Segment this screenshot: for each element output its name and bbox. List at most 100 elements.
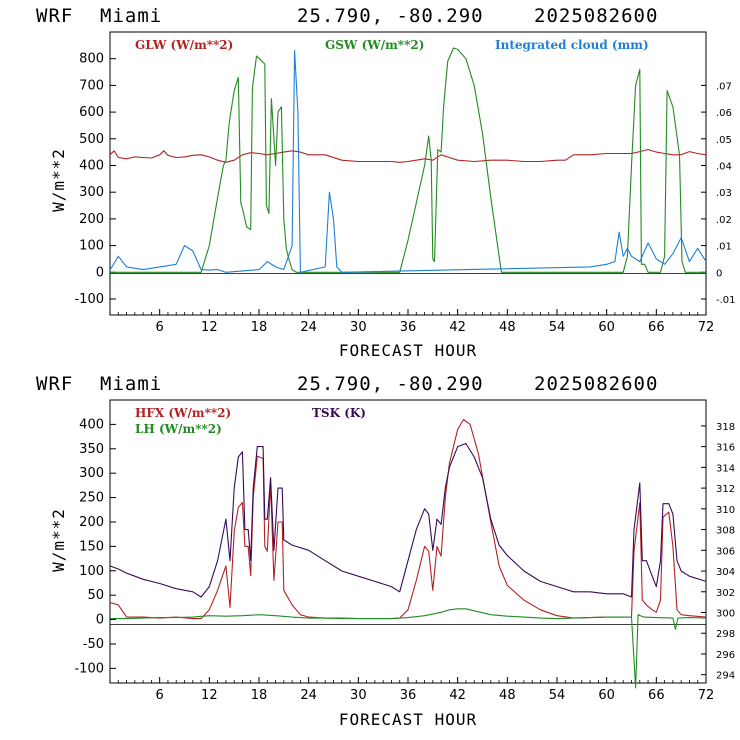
radiation-panel: -100 0 100 200 300 400 500 600 700 800 -.01 0 .01 .0… bbox=[49, 31, 736, 360]
x-tick-label: 72 bbox=[698, 320, 715, 335]
y-tick-label: 200 bbox=[79, 515, 104, 530]
x-tick-label: 36 bbox=[400, 688, 417, 703]
x-tick-label: 54 bbox=[549, 320, 566, 335]
x-tick-label: 30 bbox=[350, 320, 367, 335]
y-tick-label: 400 bbox=[79, 417, 104, 432]
y2-tick-label: 298 bbox=[716, 629, 735, 640]
y2-tick-label: -.01 bbox=[716, 295, 736, 306]
y-tick-label: 350 bbox=[79, 442, 104, 457]
legend-cloud: Integrated cloud (mm) bbox=[495, 38, 649, 52]
y-tick-label: -100 bbox=[74, 661, 104, 676]
y-tick-label: 100 bbox=[79, 564, 104, 579]
model-label: WRF bbox=[36, 5, 73, 27]
legend-hfx: HFX (W/m**2) bbox=[135, 406, 231, 420]
y2-tick-label: .03 bbox=[716, 188, 732, 199]
series-line-integrated bbox=[109, 50, 707, 273]
y-tick-label: 300 bbox=[79, 185, 104, 200]
flux-panel: -100 -50 0 50 100 150 200 250 300 350 400 294 296 29… bbox=[49, 399, 735, 729]
y2-tick-label: 310 bbox=[716, 505, 735, 516]
series-line-tsk bbox=[109, 442, 707, 598]
run-label: 2025082600 bbox=[534, 373, 658, 395]
y-tick-label: 0 bbox=[96, 265, 104, 280]
plot-frame bbox=[109, 399, 707, 684]
y-tick-label: 700 bbox=[79, 78, 104, 93]
y-tick-label: 400 bbox=[79, 158, 104, 173]
x-tick-label: 12 bbox=[201, 688, 218, 703]
series-lines bbox=[109, 418, 707, 689]
x-tick-label: 48 bbox=[499, 320, 516, 335]
y2-tick-label: 316 bbox=[716, 443, 735, 454]
x-tick-label: 18 bbox=[251, 320, 268, 335]
y-tick-label: 50 bbox=[87, 588, 104, 603]
model-label: WRF bbox=[36, 373, 73, 395]
x-tick-label: 72 bbox=[698, 688, 715, 703]
panel1-header: WRF Miami 25.790, -80.290 2025082600 bbox=[36, 5, 658, 27]
left-axis: -100 -50 0 50 100 150 200 250 300 350 400 bbox=[74, 417, 116, 676]
y-tick-label: -100 bbox=[74, 292, 104, 307]
legend-glw: GLW (W/m**2) bbox=[135, 38, 233, 52]
panel2-header: WRF Miami 25.790, -80.290 2025082600 bbox=[36, 373, 658, 395]
station-label: Miami bbox=[100, 5, 162, 27]
x-tick-label: 18 bbox=[251, 688, 268, 703]
y2-tick-label: .07 bbox=[716, 81, 732, 92]
y2-tick-label: 302 bbox=[716, 588, 735, 599]
legend-lh: LH (W/m**2) bbox=[135, 422, 222, 436]
x-tick-label: 42 bbox=[449, 688, 466, 703]
y-tick-label: 800 bbox=[79, 52, 104, 67]
y-tick-label: 0 bbox=[96, 613, 104, 628]
y-tick-label: 150 bbox=[79, 539, 104, 554]
legend-tsk: TSK (K) bbox=[312, 406, 366, 420]
series-line-gsw bbox=[110, 47, 706, 273]
y-tick-label: 300 bbox=[79, 466, 104, 481]
series-line-lh bbox=[110, 608, 707, 689]
y2-tick-label: .01 bbox=[716, 242, 732, 253]
y-tick-label: 500 bbox=[79, 132, 104, 147]
y-axis-label: W/m**2 bbox=[49, 148, 68, 212]
y2-tick-label: 314 bbox=[716, 463, 735, 474]
x-axis-label: FORECAST HOUR bbox=[339, 710, 477, 729]
coords-label: 25.790, -80.290 bbox=[297, 373, 484, 395]
y-tick-label: -50 bbox=[83, 637, 104, 652]
coords-label: 25.790, -80.290 bbox=[297, 5, 484, 27]
x-tick-label: 66 bbox=[648, 320, 665, 335]
legend-gsw: GSW (W/m**2) bbox=[325, 38, 424, 52]
x-tick-label: 36 bbox=[400, 320, 417, 335]
y2-tick-label: 0 bbox=[716, 268, 722, 279]
x-tick-label: 48 bbox=[499, 688, 516, 703]
series-lines bbox=[109, 47, 707, 273]
run-label: 2025082600 bbox=[534, 5, 658, 27]
left-axis: -100 0 100 200 300 400 500 600 700 800 bbox=[74, 52, 116, 307]
y2-tick-label: 318 bbox=[716, 422, 735, 433]
x-tick-label: 6 bbox=[156, 688, 164, 703]
x-tick-label: 54 bbox=[549, 688, 566, 703]
x-tick-label: 6 bbox=[156, 320, 164, 335]
right-axis: -.01 0 .01 .02 .03 .04 .05 .06 .07 bbox=[701, 81, 736, 306]
x-axis: 6 12 18 24 30 36 42 48 54 60 66 72 bbox=[117, 309, 715, 335]
y2-tick-label: 308 bbox=[716, 526, 735, 537]
y-tick-label: 100 bbox=[79, 239, 104, 254]
x-axis: 6 12 18 24 30 36 42 48 54 60 66 72 bbox=[117, 677, 715, 703]
y-tick-label: 600 bbox=[79, 105, 104, 120]
y-tick-label: 200 bbox=[79, 212, 104, 227]
x-tick-label: 42 bbox=[449, 320, 466, 335]
y2-tick-label: .05 bbox=[716, 135, 732, 146]
y2-tick-label: .02 bbox=[716, 215, 732, 226]
x-tick-label: 12 bbox=[201, 320, 218, 335]
y2-tick-label: 306 bbox=[716, 546, 735, 557]
y2-tick-label: 312 bbox=[716, 484, 735, 495]
y2-tick-label: 294 bbox=[716, 671, 735, 682]
y-axis-label: W/m**2 bbox=[49, 508, 68, 572]
y2-tick-label: 300 bbox=[716, 609, 735, 620]
x-tick-label: 60 bbox=[598, 320, 615, 335]
series-line-glw bbox=[109, 148, 707, 163]
x-tick-label: 24 bbox=[300, 320, 317, 335]
y2-tick-label: 296 bbox=[716, 650, 735, 661]
series-line-hfx bbox=[109, 418, 707, 620]
y2-tick-label: 304 bbox=[716, 567, 735, 578]
x-tick-label: 24 bbox=[300, 688, 317, 703]
x-tick-label: 30 bbox=[350, 688, 367, 703]
x-tick-label: 66 bbox=[648, 688, 665, 703]
station-label: Miami bbox=[100, 373, 162, 395]
y-tick-label: 250 bbox=[79, 491, 104, 506]
